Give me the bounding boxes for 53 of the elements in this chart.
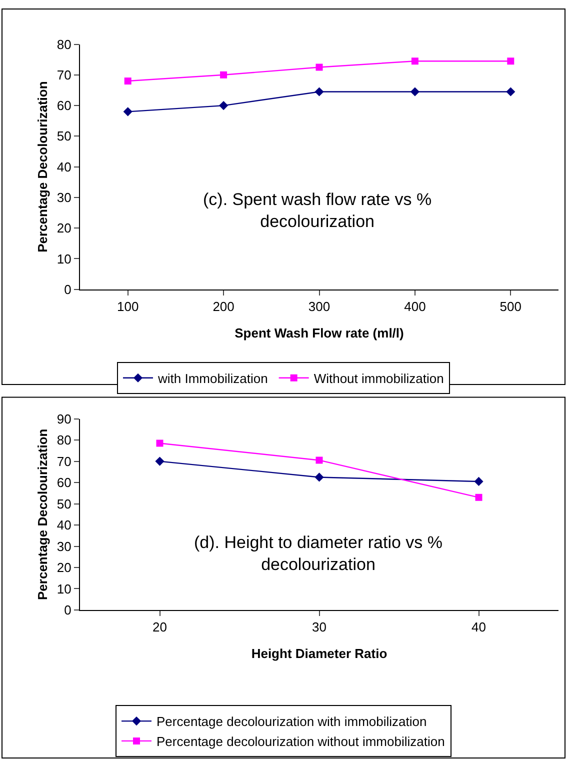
point [316,456,323,464]
y-tick-label: 80 [56,432,72,448]
point [314,87,324,96]
x-tick-label: 400 [404,298,426,314]
point [411,58,418,65]
y-tick-label: 70 [56,67,72,82]
point [124,78,132,85]
x-axis-title: Spent Wash Flow rate (ml/l) [234,326,404,341]
point [506,87,516,96]
y-tick-label: 40 [56,159,72,174]
x-tick-label: 20 [152,620,167,635]
legend-label: Percentage decolourization with immobilization [156,714,427,730]
y-tick-label: 60 [56,475,72,490]
x-tick-label: 40 [472,620,486,635]
point [316,64,323,71]
y-tick-label: 70 [56,454,72,469]
point [410,87,420,96]
point [156,440,164,447]
annotation: (c). Spent wash flow rate vs % decolourization [203,190,432,232]
y-tick-label: 50 [56,128,72,144]
y-tick-label: 0 [64,282,72,297]
y-axis-title: Percentage Decolourization [34,81,50,252]
point [220,71,228,78]
y-tick-label: 80 [56,36,72,52]
annotation: (d). Height to diameter ratio vs % decolourization [194,533,442,574]
point [475,494,482,501]
y-tick-label: 20 [56,220,72,236]
x-axis-title: Height Diameter Ratio [251,646,388,662]
point [155,456,164,466]
y-tick-label: 20 [56,560,72,576]
y-tick-label: 50 [56,496,72,512]
y-axis-title: Percentage Decolourization [34,428,50,600]
y-tick-label: 0 [64,602,72,618]
point [219,100,228,110]
y-tick-label: 60 [56,98,72,114]
legend-label: Without immobilization [314,370,444,386]
x-tick-label: 30 [312,620,326,635]
point [314,472,324,482]
x-tick-label: 100 [117,298,139,314]
legend-label: Percentage decolourization without immobilization [156,734,445,750]
x-tick-label: 200 [212,298,234,314]
legend-label: with Immobilization [157,370,268,386]
y-tick-label: 10 [56,251,72,266]
y-tick-label: 30 [56,190,72,206]
point [507,58,514,65]
y-tick-label: 40 [56,518,72,533]
point [474,476,484,486]
y-tick-label: 30 [56,538,72,554]
y-tick-label: 10 [56,581,72,596]
point [123,107,132,116]
x-tick-label: 500 [500,298,522,314]
y-tick-label: 90 [56,411,72,426]
x-tick-label: 300 [308,298,330,314]
